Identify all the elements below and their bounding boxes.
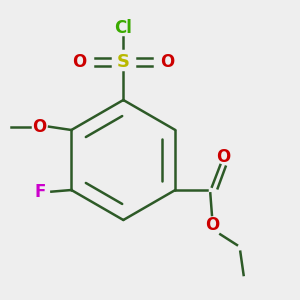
Text: S: S [117,53,130,71]
Text: O: O [205,216,219,234]
Text: O: O [72,53,86,71]
Text: F: F [34,183,45,201]
Text: O: O [217,148,231,166]
Text: O: O [160,53,175,71]
Text: Cl: Cl [114,19,132,37]
Text: O: O [33,118,47,136]
